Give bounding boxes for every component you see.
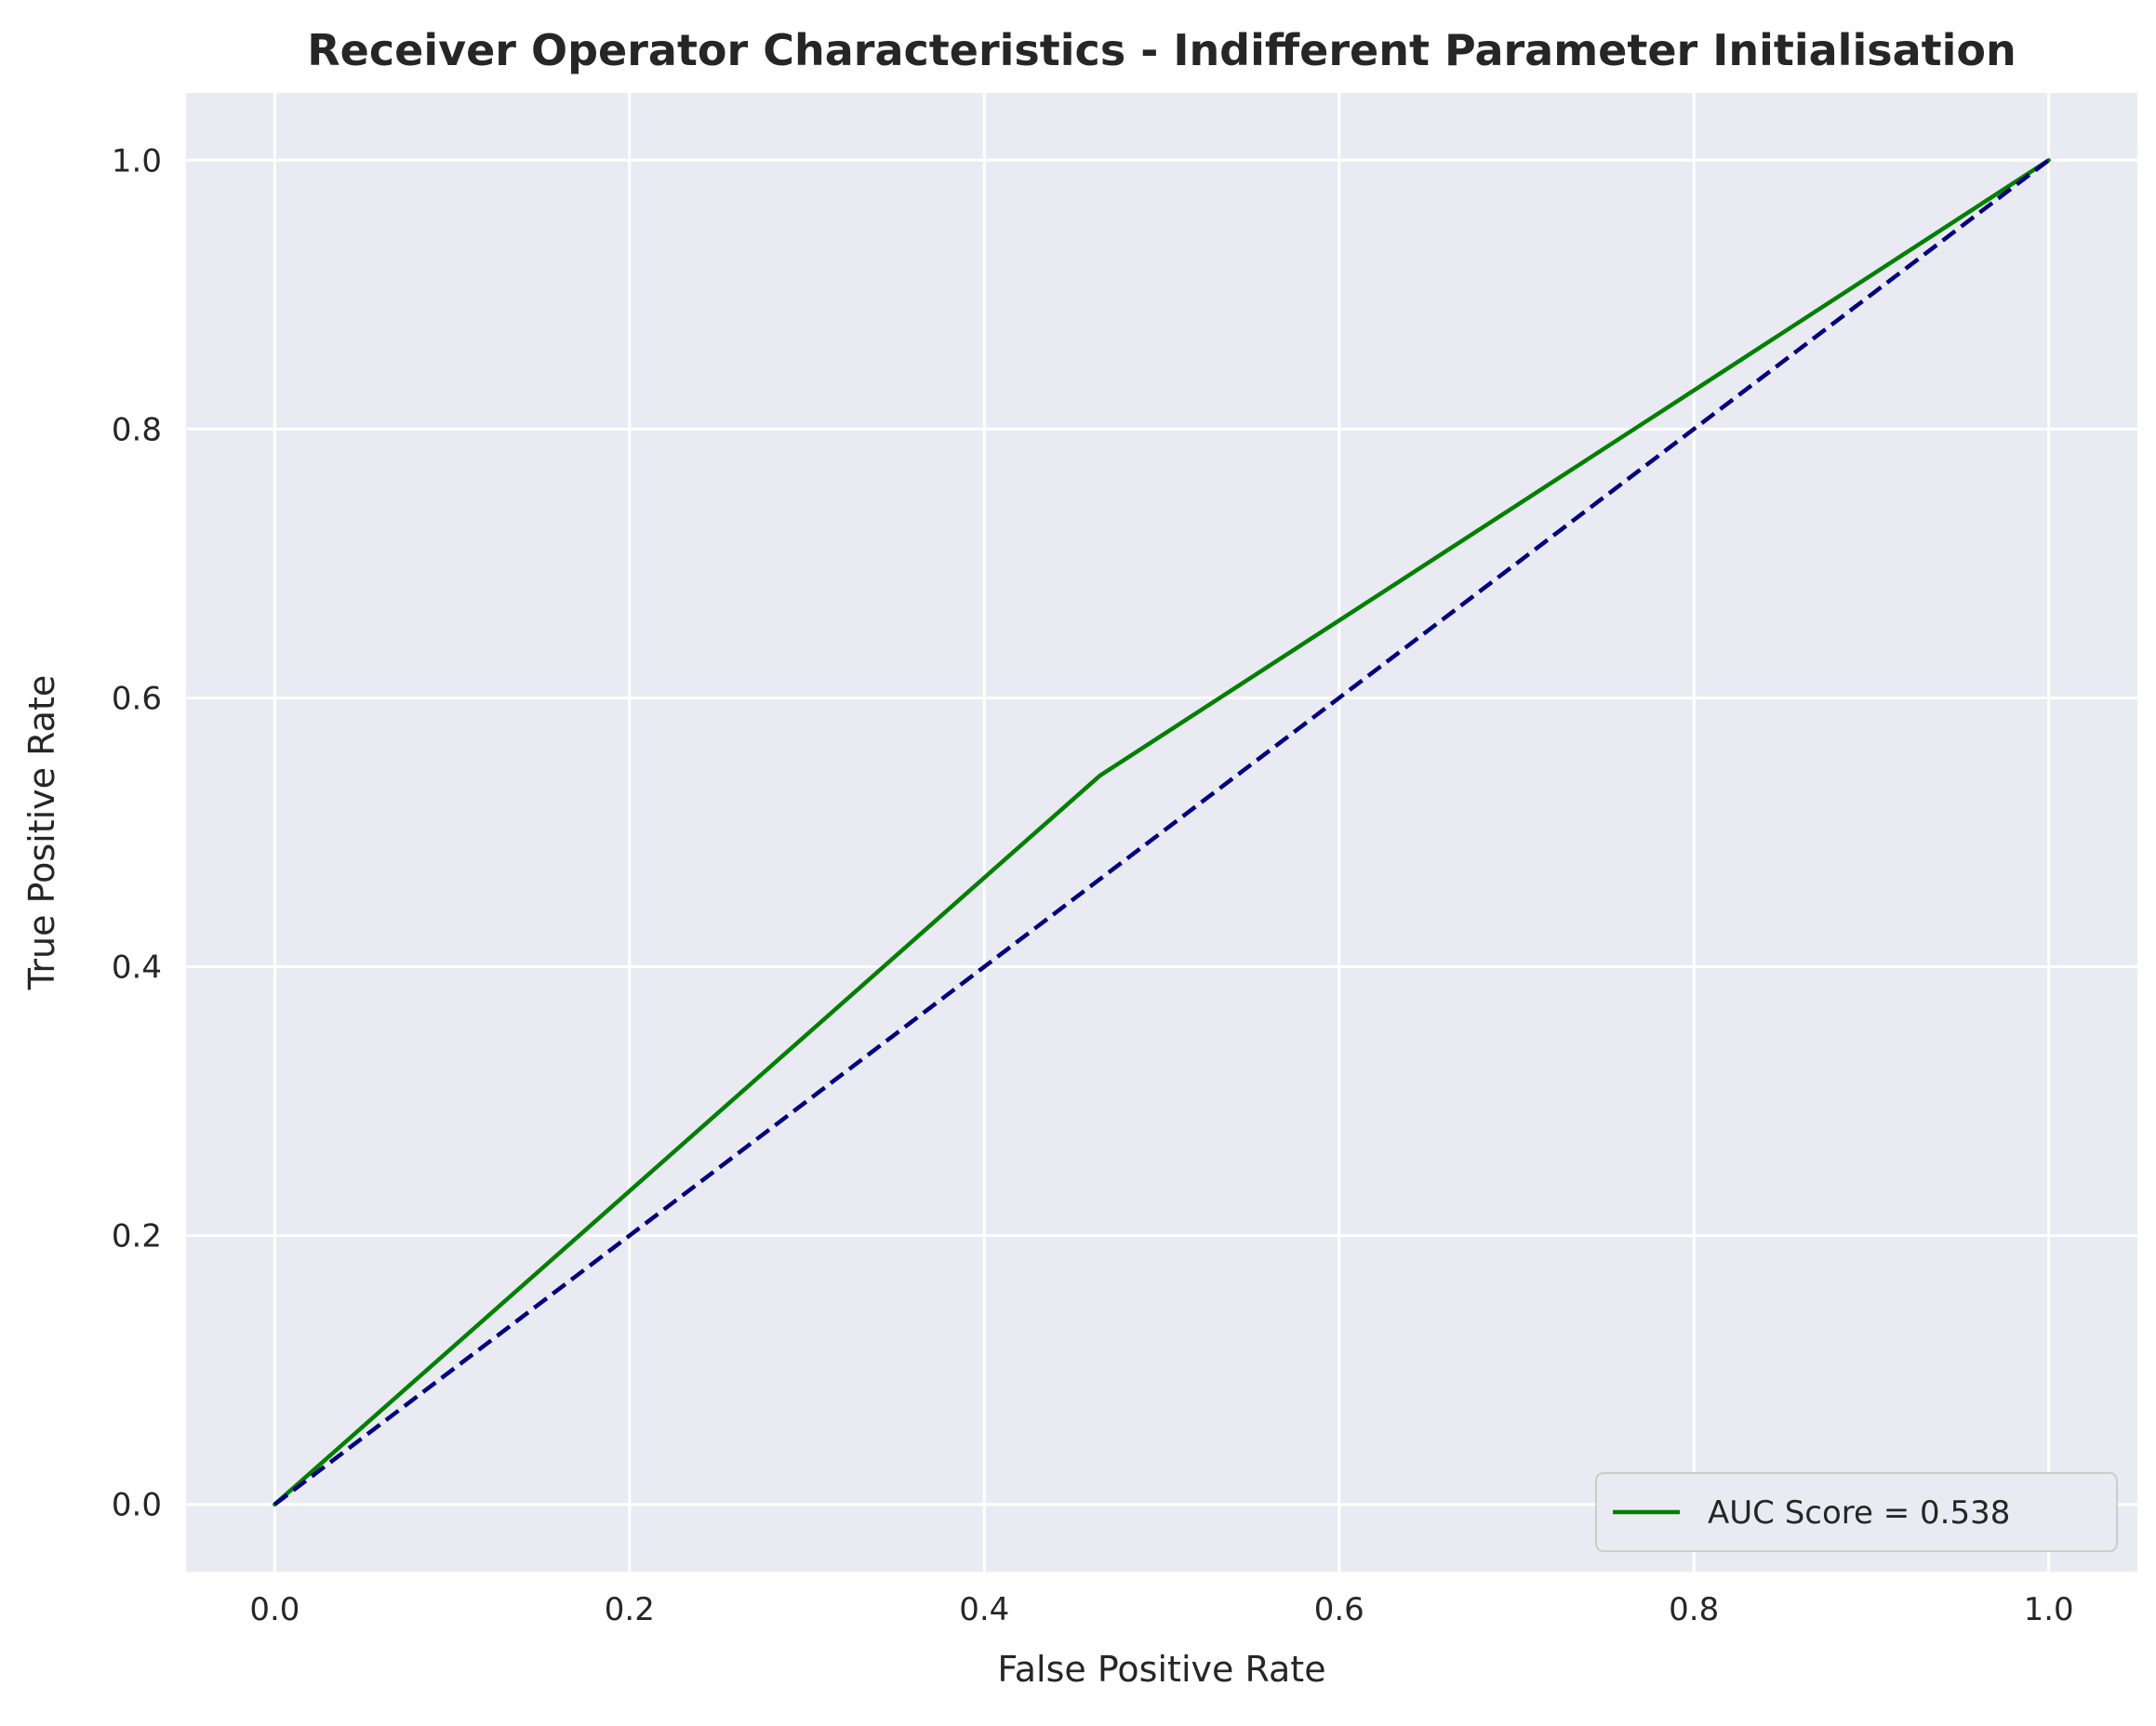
legend-entry-label: AUC Score = 0.538 bbox=[1708, 1494, 2010, 1532]
grid-lines bbox=[186, 93, 2137, 1572]
y-tick-label: 0.8 bbox=[112, 411, 162, 448]
y-tick-label: 0.6 bbox=[112, 680, 162, 717]
y-tick-label: 0.4 bbox=[112, 949, 162, 987]
x-tick-label: 0.8 bbox=[1669, 1591, 1719, 1628]
chart-title: Receiver Operator Characteristics - Indi… bbox=[307, 25, 2016, 75]
series-layer bbox=[273, 158, 2051, 1507]
x-tick-label: 0.0 bbox=[249, 1591, 299, 1628]
legend: AUC Score = 0.538 bbox=[1595, 1472, 2118, 1552]
x-tick-label: 0.2 bbox=[605, 1591, 655, 1628]
y-axis-label: True Positive Rate bbox=[21, 675, 62, 991]
x-tick-label: 0.4 bbox=[959, 1591, 1009, 1628]
y-tick-labels: 0.0 0.2 0.4 0.6 0.8 1.0 bbox=[112, 142, 162, 1523]
legend-box bbox=[1595, 1472, 2118, 1552]
x-tick-label: 1.0 bbox=[2024, 1591, 2074, 1628]
y-tick-label: 0.2 bbox=[112, 1218, 162, 1255]
roc-curve-line bbox=[273, 158, 2051, 1507]
x-tick-label: 0.6 bbox=[1314, 1591, 1364, 1628]
x-tick-labels: 0.0 0.2 0.4 0.6 0.8 1.0 bbox=[249, 1591, 2073, 1628]
x-axis-label: False Positive Rate bbox=[997, 1649, 1325, 1690]
plot-area bbox=[186, 93, 2137, 1572]
y-tick-label: 0.0 bbox=[112, 1487, 162, 1524]
y-tick-label: 1.0 bbox=[112, 142, 162, 179]
